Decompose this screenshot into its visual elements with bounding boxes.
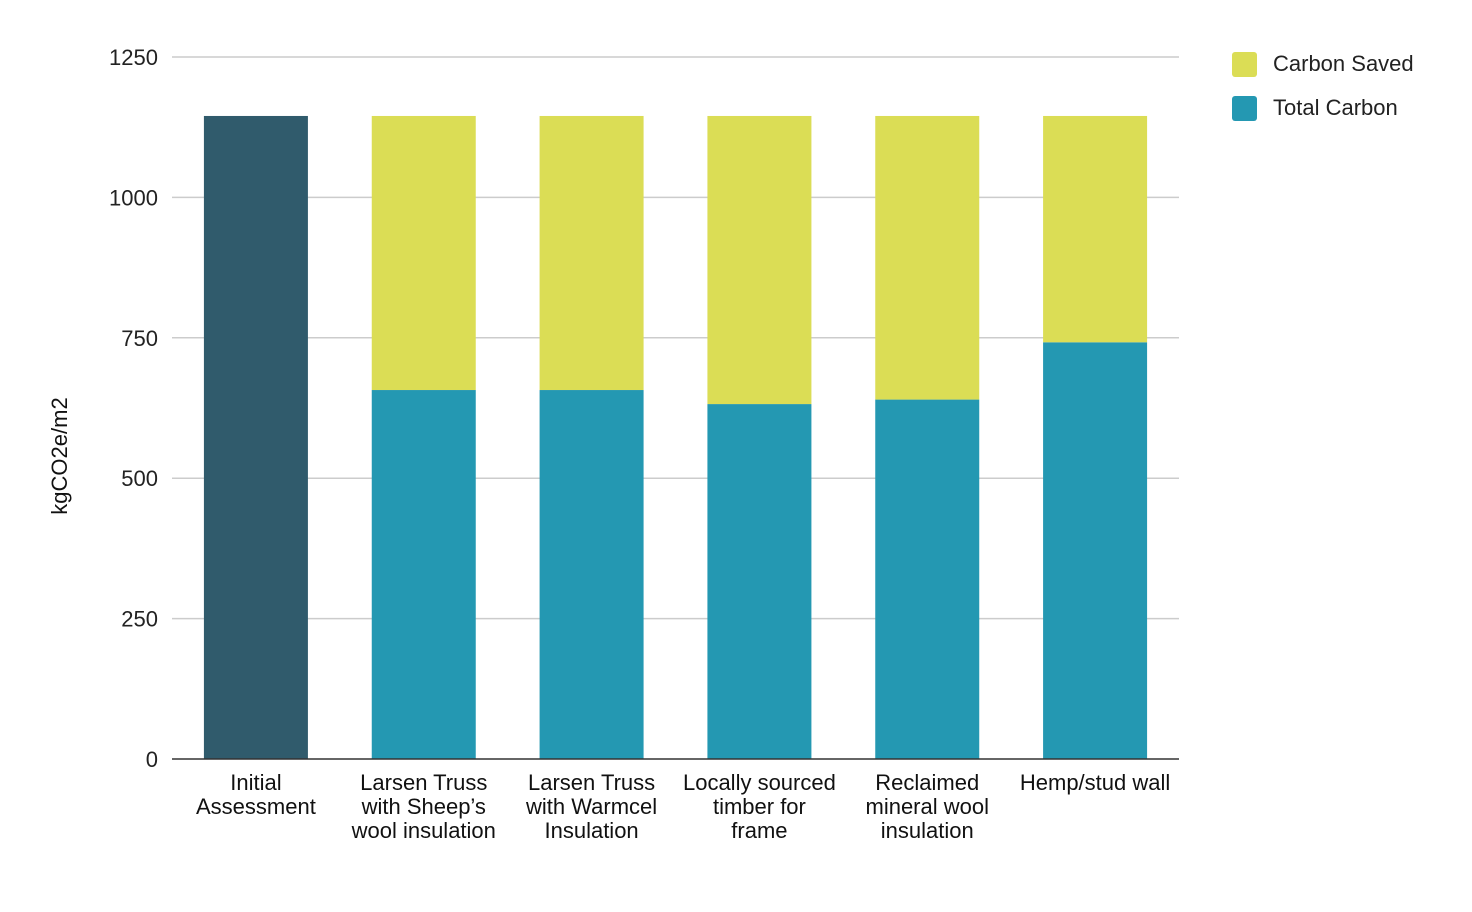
legend-swatch <box>1232 95 1257 121</box>
legend-item: Total Carbon <box>1232 86 1414 130</box>
bar-total-carbon <box>875 399 980 759</box>
x-axis-categories: Initial Assessment Larsen Truss with Sheep’… <box>196 770 1170 843</box>
bar-total-carbon <box>539 390 644 759</box>
legend-item: Carbon Saved <box>1232 42 1414 86</box>
legend-label: Carbon Saved <box>1273 51 1414 76</box>
y-tick-label: 500 <box>121 466 158 491</box>
y-tick-label: 750 <box>121 326 158 351</box>
legend: Carbon Saved Total Carbon <box>1232 42 1414 130</box>
bar-total-carbon <box>707 404 812 759</box>
x-category-label: Locally sourced timber for frame <box>683 770 836 843</box>
bar-carbon-saved <box>707 115 812 405</box>
y-tick-label: 250 <box>121 607 158 632</box>
x-category-label: Larsen Truss with Warmcel Insulation <box>525 770 657 843</box>
y-tick-label: 0 <box>146 747 158 772</box>
x-category-label: Hemp/stud wall <box>1020 770 1170 795</box>
legend-swatch <box>1232 51 1257 77</box>
y-axis-label: kgCO2e/m2 <box>47 397 72 514</box>
legend-label: Total Carbon <box>1273 95 1398 120</box>
y-axis-ticks: 0 250 500 750 1000 1250 <box>109 45 158 772</box>
bar-carbon-saved <box>875 115 980 400</box>
bar-carbon-saved <box>539 115 644 391</box>
x-category-label: Reclaimed mineral wool insulation <box>866 770 990 843</box>
bar-carbon-saved <box>371 115 476 391</box>
y-tick-label: 1250 <box>109 45 158 70</box>
bars <box>203 115 1148 759</box>
x-category-label: Initial Assessment <box>196 770 316 819</box>
x-category-label: Larsen Truss with Sheep’s wool insulation <box>351 770 496 843</box>
bar-total-carbon <box>1043 342 1148 759</box>
bar-total-carbon <box>203 115 308 759</box>
bar-carbon-saved <box>1043 115 1148 343</box>
gridlines <box>172 56 1179 620</box>
bar-total-carbon <box>371 390 476 759</box>
y-tick-label: 1000 <box>109 185 158 210</box>
